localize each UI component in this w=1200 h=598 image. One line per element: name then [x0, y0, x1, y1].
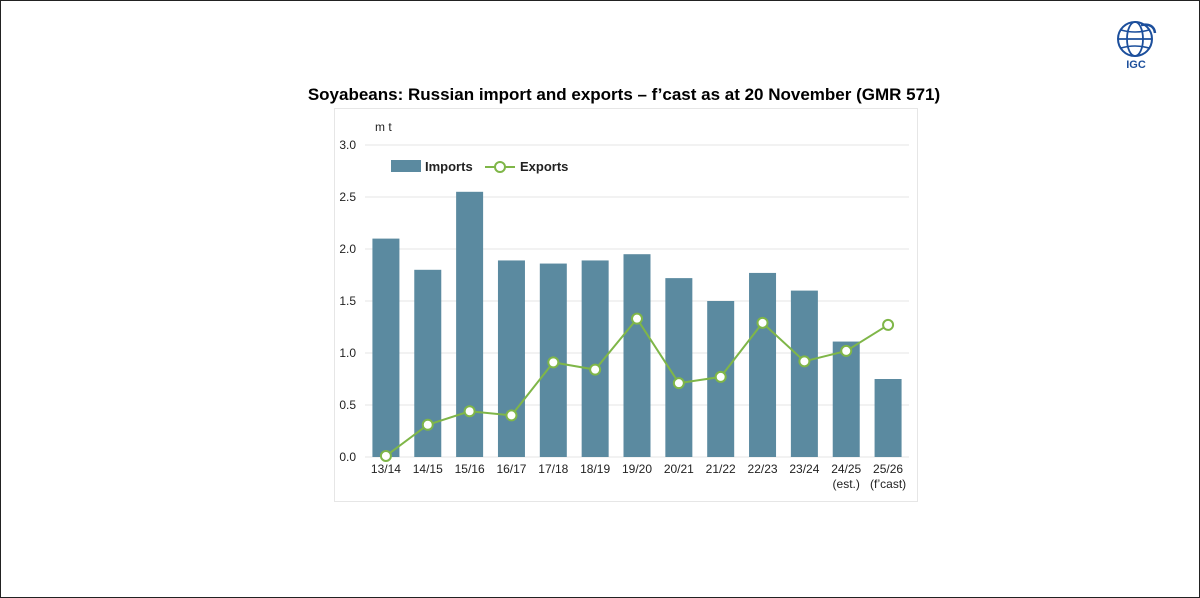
- point-exports: [840, 344, 853, 357]
- x-tick-label: 21/22: [706, 462, 736, 476]
- x-tick-label: 17/18: [538, 462, 568, 476]
- point-exports: [672, 377, 685, 390]
- logo-label: IGC: [1126, 59, 1146, 71]
- y-axis-label: m t: [375, 120, 392, 134]
- bar-imports: [497, 260, 525, 457]
- y-tick-label: 3.0: [339, 138, 356, 152]
- point-exports: [463, 405, 476, 418]
- bar-imports: [372, 238, 400, 457]
- legend-exports-label: Exports: [520, 159, 568, 174]
- point-exports: [505, 409, 518, 422]
- x-tick-label: 24/25: [831, 462, 861, 476]
- y-tick-label: 1.5: [339, 294, 356, 308]
- point-exports: [882, 318, 895, 331]
- x-tick-label: 23/24: [789, 462, 819, 476]
- x-tick-label: 19/20: [622, 462, 652, 476]
- x-tick-label: 20/21: [664, 462, 694, 476]
- x-tick-label: 22/23: [748, 462, 778, 476]
- globe-icon: [1117, 21, 1157, 57]
- bar-imports: [623, 254, 651, 457]
- point-exports: [714, 370, 727, 383]
- point-exports: [421, 418, 434, 431]
- legend-exports-marker: [494, 161, 506, 173]
- x-tick-sublabel: (f’cast): [870, 477, 906, 491]
- bar-imports: [749, 272, 777, 457]
- x-tick-label: 15/16: [455, 462, 485, 476]
- x-tick-label: 25/26: [873, 462, 903, 476]
- point-exports: [631, 312, 643, 325]
- point-exports: [756, 316, 769, 329]
- bar-imports: [874, 379, 902, 457]
- chart-svg: 0.0 0.5 1.0 1.5 2.0 2.5 3.0 m t 13/14 14/15 15/16 1…: [339, 120, 909, 491]
- x-tick-sublabel: (est.): [833, 477, 860, 491]
- y-tick-label: 1.0: [339, 346, 356, 360]
- y-tick-label: 2.0: [339, 242, 356, 256]
- x-tick-label: 13/14: [371, 462, 401, 476]
- x-tick-label: 16/17: [496, 462, 526, 476]
- y-tick-label: 2.5: [339, 190, 356, 204]
- igc-logo: IGC: [1114, 19, 1158, 75]
- y-tick-label: 0.0: [339, 450, 356, 464]
- point-exports: [798, 355, 811, 368]
- x-tick-label: 14/15: [413, 462, 443, 476]
- legend-imports-swatch: [391, 160, 421, 172]
- legend-imports-label: Imports: [425, 159, 473, 174]
- y-tick-label: 0.5: [339, 398, 356, 412]
- point-exports: [379, 449, 392, 462]
- point-exports: [547, 356, 560, 369]
- page-title: Soyabeans: Russian import and exports – …: [307, 85, 941, 104]
- bar-imports: [832, 341, 860, 457]
- chart-container: 0.0 0.5 1.0 1.5 2.0 2.5 3.0 m t 13/14 14/15 15/16 1…: [334, 108, 918, 502]
- bar-imports: [790, 290, 818, 457]
- point-exports: [589, 363, 602, 376]
- x-tick-label: 18/19: [580, 462, 610, 476]
